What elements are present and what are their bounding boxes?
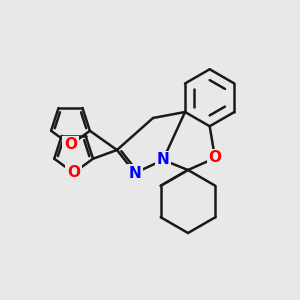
Text: O: O xyxy=(208,151,221,166)
Text: N: N xyxy=(129,166,141,181)
Text: O: O xyxy=(67,165,80,180)
Text: N: N xyxy=(157,152,169,167)
Text: O: O xyxy=(64,137,77,152)
